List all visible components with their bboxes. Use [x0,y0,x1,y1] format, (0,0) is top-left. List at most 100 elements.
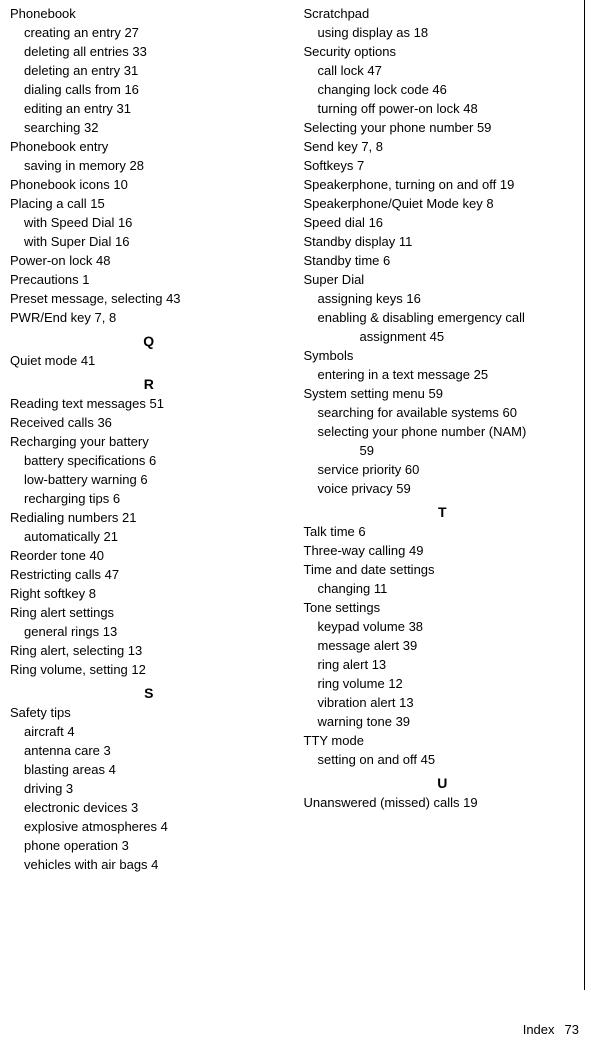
entry-page: 46 [432,82,446,97]
index-entry: with Speed Dial 16 [24,213,288,232]
entry-label: electronic devices [24,800,131,815]
index-entry: Ring volume, setting 12 [10,660,288,679]
index-entry: Precautions 1 [10,270,288,289]
entry-page: 48 [463,101,477,116]
entry-page: 27 [124,25,138,40]
entry-label: Preset message, selecting [10,291,166,306]
section-letter: R [10,370,288,394]
index-entry: battery specifications 6 [24,451,288,470]
index-entry: Softkeys 7 [304,156,582,175]
entry-label: call lock [318,63,368,78]
index-entry: Phonebook icons 10 [10,175,288,194]
page-footer: Index73 [523,1022,579,1037]
entry-label: System setting menu [304,386,429,401]
entry-page: 6 [358,524,365,539]
entry-label: Ring alert, selecting [10,643,128,658]
entry-page: 6 [149,453,156,468]
entry-label: editing an entry [24,101,117,116]
entry-page: 7, 8 [361,139,383,154]
entry-page: 59 [429,386,443,401]
index-entry: ring alert 13 [318,655,582,674]
entry-page: 12 [131,662,145,677]
entry-label: assignment [360,329,430,344]
entry-label: general rings [24,624,103,639]
entry-page: 6 [140,472,147,487]
entry-label: Reorder tone [10,548,90,563]
entry-label: changing lock code [318,82,433,97]
index-entry: automatically 21 [24,527,288,546]
index-entry: call lock 47 [318,61,582,80]
entry-label: warning tone [318,714,396,729]
entry-label: saving in memory [24,158,129,173]
index-entry: with Super Dial 16 [24,232,288,251]
entry-page: 51 [149,396,163,411]
index-entry: Symbols [304,346,582,365]
index-entry: Speed dial 16 [304,213,582,232]
entry-page: 3 [122,838,129,853]
entry-label: Speakerphone, turning on and off [304,177,500,192]
index-entry: Standby display 11 [304,232,582,251]
index-entry: Super Dial [304,270,582,289]
index-entry: assigning keys 16 [318,289,582,308]
index-entry: Safety tips [10,703,288,722]
entry-page: 13 [103,624,117,639]
entry-label: Restricting calls [10,567,105,582]
entry-page: 16 [369,215,383,230]
entry-page: 45 [430,329,444,344]
index-entry: Selecting your phone number 59 [304,118,582,137]
entry-label: automatically [24,529,103,544]
index-entry: recharging tips 6 [24,489,288,508]
entry-page: 15 [90,196,104,211]
index-entry: vehicles with air bags 4 [24,855,288,874]
entry-page: 18 [414,25,428,40]
entry-label: creating an entry [24,25,124,40]
entry-page: 7, 8 [95,310,117,325]
entry-page: 4 [151,857,158,872]
entry-page: 21 [122,510,136,525]
entry-page: 4 [109,762,116,777]
index-entry: searching 32 [24,118,288,137]
entry-page: 13 [372,657,386,672]
entry-label: Unanswered (missed) calls [304,795,464,810]
index-entry: warning tone 39 [318,712,582,731]
entry-label: service priority [318,462,405,477]
entry-label: Standby time [304,253,384,268]
index-entry: vibration alert 13 [318,693,582,712]
entry-page: 13 [128,643,142,658]
entry-page: 31 [124,63,138,78]
index-entry: driving 3 [24,779,288,798]
entry-label: keypad volume [318,619,409,634]
entry-page: 6 [113,491,120,506]
index-entry: Reading text messages 51 [10,394,288,413]
entry-page: 13 [399,695,413,710]
entry-page: 48 [96,253,110,268]
entry-label: ring alert [318,657,372,672]
entry-page: 32 [84,120,98,135]
index-entry: deleting an entry 31 [24,61,288,80]
entry-page: 43 [166,291,180,306]
index-entry: TTY mode [304,731,582,750]
entry-page: 41 [81,353,95,368]
entry-label: dialing calls from [24,82,124,97]
entry-page: 40 [90,548,104,563]
index-entry: electronic devices 3 [24,798,288,817]
index-entry: explosive atmospheres 4 [24,817,288,836]
entry-page: 11 [374,581,388,596]
entry-page: 28 [129,158,143,173]
index-entry: Ring alert settings [10,603,288,622]
entry-label: Precautions [10,272,82,287]
entry-label: message alert [318,638,403,653]
index-entry: Security options [304,42,582,61]
entry-label: searching for available systems [318,405,503,420]
index-entry: Three-way calling 49 [304,541,582,560]
entry-label: aircraft [24,724,67,739]
entry-label: blasting areas [24,762,109,777]
entry-page: 12 [388,676,402,691]
index-entry: Phonebook [10,4,288,23]
index-entry: Scratchpad [304,4,582,23]
left-column: Phonebookcreating an entry 27deleting al… [10,4,296,874]
entry-label: Speed dial [304,215,369,230]
entry-label: driving [24,781,66,796]
footer-label: Index [523,1022,555,1037]
right-column: Scratchpadusing display as 18Security op… [296,4,582,874]
